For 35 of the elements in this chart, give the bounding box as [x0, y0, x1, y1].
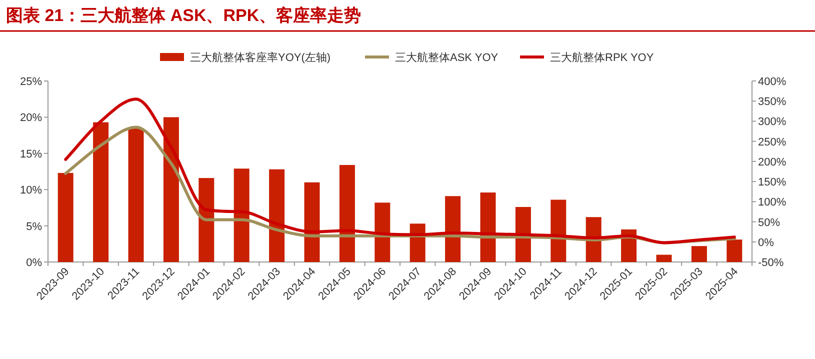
- bar: [339, 164, 355, 262]
- bar: [374, 202, 390, 262]
- bar: [550, 200, 566, 262]
- y2-tick-label: 300%: [758, 116, 786, 128]
- y-tick-label: 0%: [26, 257, 42, 269]
- y-tick-label: 5%: [26, 220, 42, 233]
- y2-tick-label: 250%: [758, 136, 786, 148]
- y-tick-label: 25%: [20, 76, 42, 88]
- chart-title: 图表 21：三大航整体 ASK、RPK、客座率走势: [6, 6, 362, 25]
- y2-tick-label: 0%: [758, 236, 774, 249]
- bar: [93, 122, 109, 262]
- bar: [691, 246, 707, 262]
- bar: [198, 178, 214, 262]
- y2-tick-label: 150%: [758, 176, 786, 189]
- y-tick-label: 20%: [20, 112, 42, 124]
- bar: [58, 172, 74, 262]
- y2-tick-label: 200%: [758, 156, 786, 168]
- legend-label: 三大航整体ASK YOY: [395, 51, 499, 64]
- bar: [515, 206, 531, 262]
- y2-tick-label: 50%: [758, 216, 780, 229]
- y-tick-label: 15%: [20, 148, 42, 160]
- legend-label: 三大航整体客座率YOY(左轴): [190, 51, 331, 64]
- y2-tick-label: 400%: [758, 76, 786, 88]
- bar: [269, 169, 285, 262]
- y-tick-label: 10%: [20, 184, 42, 197]
- bar: [726, 240, 742, 262]
- bar: [128, 128, 144, 262]
- bar: [445, 196, 461, 262]
- bar: [163, 117, 179, 262]
- y2-tick-label: 350%: [758, 96, 786, 108]
- bar: [234, 168, 250, 262]
- bar: [656, 254, 672, 262]
- y2-tick-label: 100%: [758, 196, 786, 209]
- legend-label: 三大航整体RPK YOY: [550, 51, 654, 64]
- y2-tick-label: -50%: [758, 257, 784, 269]
